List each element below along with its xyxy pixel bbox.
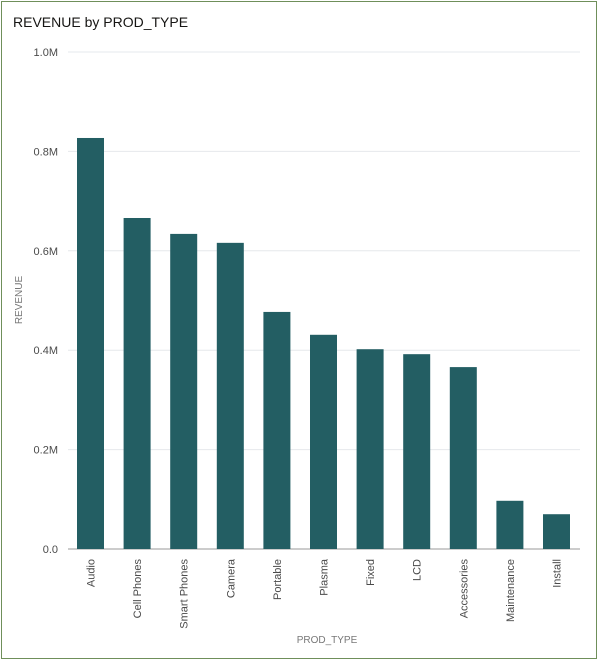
bar-lcd[interactable] [403, 354, 431, 549]
y-tick-label: 0.0 [43, 544, 58, 556]
y-axis-label: REVENUE [14, 276, 25, 325]
y-tick-label: 0.8M [34, 146, 58, 158]
chart-title: REVENUE by PROD_TYPE [13, 14, 189, 30]
x-tick-label: Maintenance [505, 559, 517, 622]
bar-maintenance[interactable] [496, 500, 524, 549]
bar-plasma[interactable] [310, 334, 337, 549]
bar-install[interactable] [543, 514, 570, 549]
bar-accessories[interactable] [449, 367, 477, 549]
bar-audio[interactable] [77, 137, 104, 549]
y-tick-label: 0.6M [34, 246, 58, 258]
x-tick-label: LCD [412, 559, 424, 581]
x-axis-label: PROD_TYPE [297, 635, 358, 646]
x-tick-label: Fixed [365, 559, 377, 586]
bar-cell-phones[interactable] [123, 217, 151, 550]
x-tick-label: Smart Phones [179, 559, 191, 629]
x-tick-label: Audio [86, 559, 98, 587]
y-tick-label: 1.0M [34, 47, 58, 59]
x-tick-label: Camera [225, 558, 237, 598]
x-tick-label: Plasma [319, 558, 331, 596]
bar-fixed[interactable] [356, 349, 384, 549]
y-tick-label: 0.2M [34, 445, 58, 457]
x-tick-label: Portable [272, 559, 284, 600]
bar-smart-phones[interactable] [170, 233, 198, 550]
x-tick-label: Install [552, 559, 564, 588]
y-tick-label: 0.4M [34, 345, 58, 357]
x-tick-label: Accessories [458, 559, 470, 619]
x-tick-label: Cell Phones [132, 559, 144, 619]
bar-camera[interactable] [216, 242, 244, 549]
bar-portable[interactable] [263, 311, 291, 549]
